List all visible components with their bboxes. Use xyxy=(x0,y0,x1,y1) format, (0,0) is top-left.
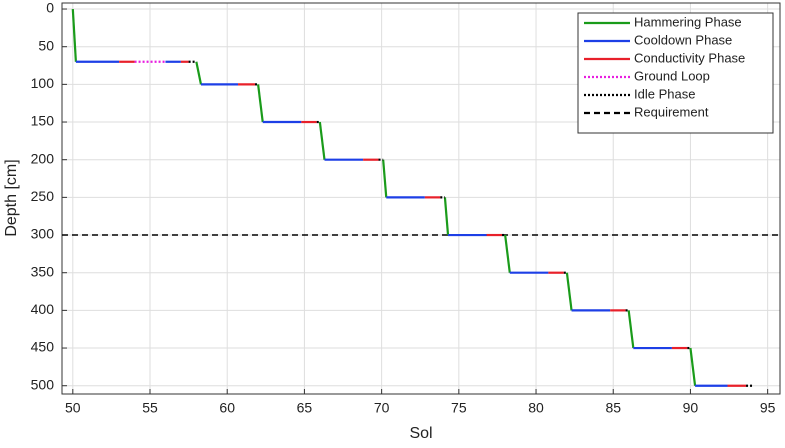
x-tick-label: 70 xyxy=(374,400,390,416)
x-tick-label: 60 xyxy=(219,400,235,416)
y-tick-label: 300 xyxy=(31,226,55,242)
series-line xyxy=(195,61,203,85)
x-axis-label: Sol xyxy=(409,425,432,442)
series-line xyxy=(318,121,326,160)
y-tick-label: 0 xyxy=(46,0,54,16)
y-axis-label: Depth [cm] xyxy=(3,159,20,236)
legend-label: Conductivity Phase xyxy=(634,50,745,65)
x-tick-label: 80 xyxy=(528,400,544,416)
y-tick-label: 100 xyxy=(31,75,55,91)
y-tick-label: 350 xyxy=(31,263,55,279)
legend-label: Requirement xyxy=(634,104,709,119)
series-line xyxy=(71,8,77,62)
series-line xyxy=(627,310,635,349)
x-tick-label: 95 xyxy=(760,400,776,416)
x-tick-label: 90 xyxy=(683,400,699,416)
x-tick-label: 65 xyxy=(297,400,313,416)
x-tick-label: 55 xyxy=(142,400,158,416)
y-tick-label: 450 xyxy=(31,339,55,355)
series-line xyxy=(689,347,697,386)
legend-label: Idle Phase xyxy=(634,86,695,101)
y-tick-label: 50 xyxy=(38,37,54,53)
x-tick-label: 85 xyxy=(605,400,621,416)
x-tick-label: 50 xyxy=(65,400,81,416)
y-tick-label: 250 xyxy=(31,188,55,204)
y-tick-label: 200 xyxy=(31,150,55,166)
legend-label: Ground Loop xyxy=(634,68,710,83)
series-line xyxy=(257,84,264,123)
legend-label: Hammering Phase xyxy=(634,14,742,29)
y-tick-label: 500 xyxy=(31,376,55,392)
series-line xyxy=(382,159,388,198)
legend: Hammering Phase Cooldown Phase Conductivit… xyxy=(577,12,774,134)
y-tick-label: 400 xyxy=(31,301,55,317)
x-tick-label: 75 xyxy=(451,400,467,416)
series-line xyxy=(443,197,450,236)
y-tick-label: 150 xyxy=(31,113,55,129)
series-line xyxy=(504,234,511,273)
series-line xyxy=(565,272,573,311)
legend-box xyxy=(577,12,774,134)
plot-frame xyxy=(61,2,781,395)
legend-label: Cooldown Phase xyxy=(634,32,732,47)
